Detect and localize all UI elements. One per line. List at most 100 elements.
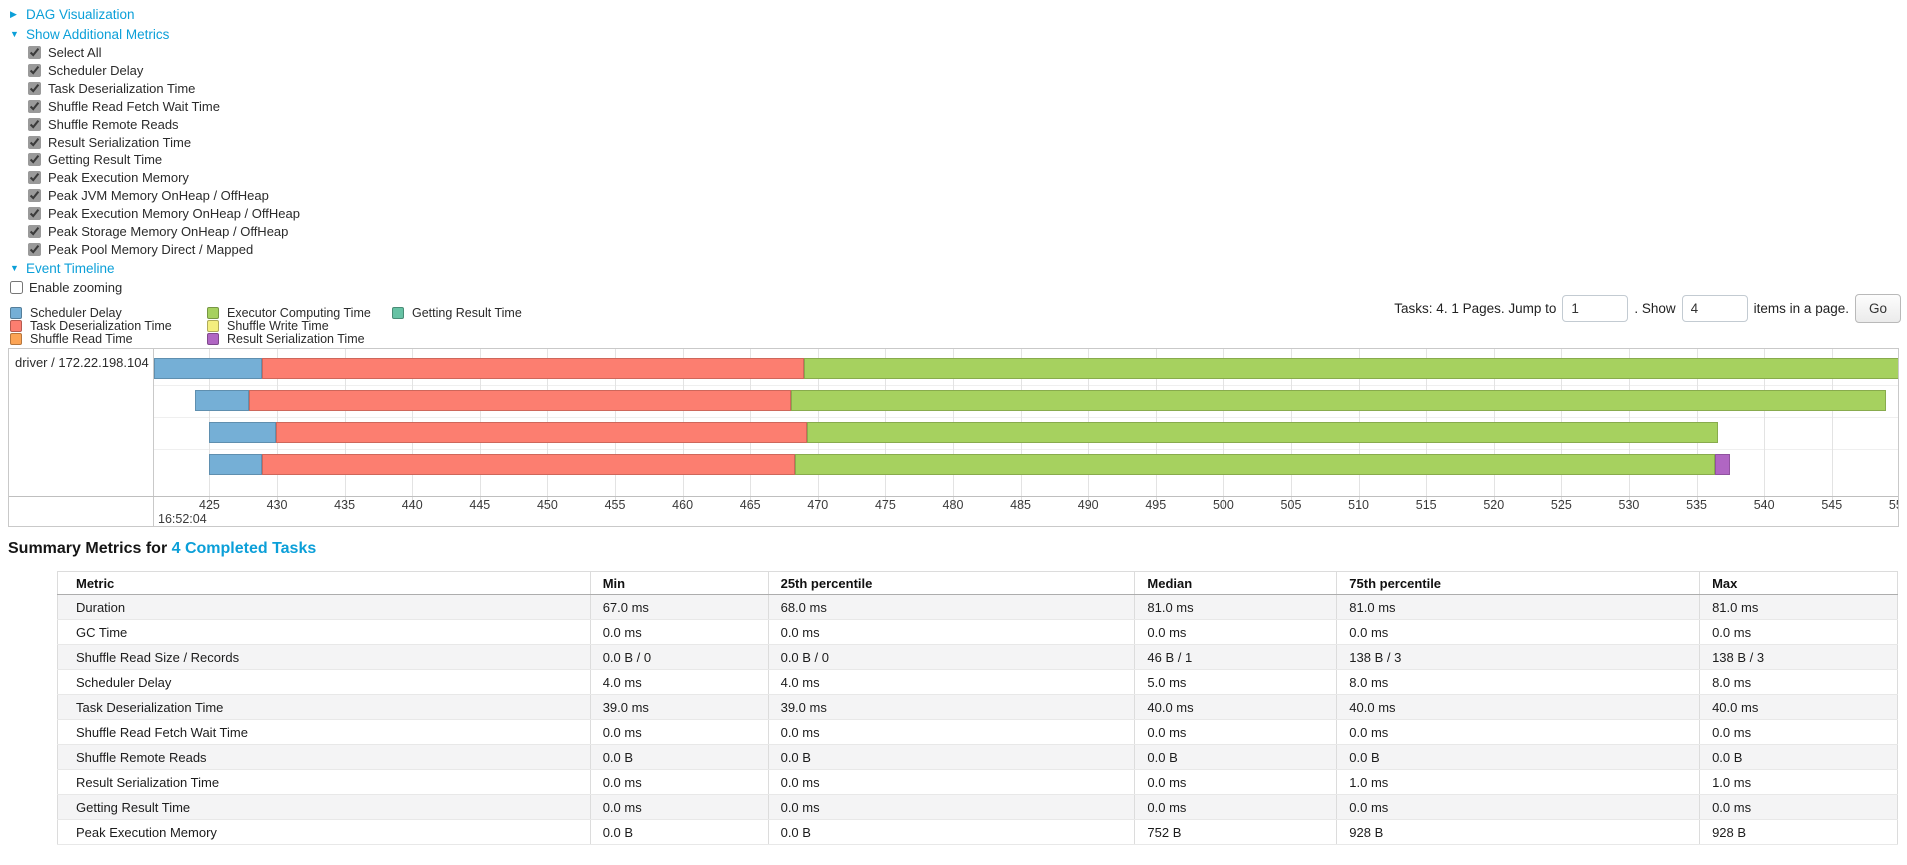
metric-value-cell: 5.0 ms [1134,669,1338,695]
metric-checkbox[interactable] [28,189,41,203]
show-additional-metrics-toggle[interactable]: ▼ Show Additional Metrics [10,24,300,44]
metric-value-cell: 0.0 B / 0 [768,644,1136,670]
task-bar-segment-scheduler-delay[interactable] [209,422,276,443]
metric-checkbox[interactable] [28,153,41,167]
legend-item: Executor Computing Time [207,306,392,320]
metric-value-cell: 0.0 ms [768,719,1136,745]
metric-option[interactable]: Peak Storage Memory OnHeap / OffHeap [28,222,300,240]
metric-value-cell: 0.0 B [1134,744,1338,770]
axis-tick-label: 445 [469,498,491,512]
label-column-divider [153,349,154,526]
metric-value-cell: 0.0 ms [590,769,769,795]
metric-checkbox[interactable] [28,207,41,221]
axis-tick-mark [1831,497,1833,509]
table-header-cell: Min [590,571,769,595]
metric-option[interactable]: Shuffle Read Fetch Wait Time [28,98,300,116]
go-button[interactable]: Go [1854,294,1901,323]
table-row: Task Deserialization Time 39.0 ms 39.0 ms 4… [57,694,1898,720]
metric-value-cell: 81.0 ms [1699,594,1898,620]
enable-zooming-option[interactable]: Enable zooming [10,278,300,297]
metric-value-cell: 0.0 B / 0 [590,644,769,670]
event-timeline-chart: driver / 172.22.198.104 425 430 435 440 445 4… [8,348,1899,527]
metric-option[interactable]: Scheduler Delay [28,62,300,80]
event-timeline-toggle[interactable]: ▼ Event Timeline [10,258,300,278]
metric-value-cell: 81.0 ms [1134,594,1338,620]
metric-value-cell: 0.0 ms [768,619,1136,645]
metric-option[interactable]: Peak JVM Memory OnHeap / OffHeap [28,187,300,205]
metric-value-cell: 67.0 ms [590,594,769,620]
table-row: Shuffle Remote Reads 0.0 B 0.0 B 0.0 B 0.0 B… [57,744,1898,770]
metric-checkbox[interactable] [28,46,41,60]
axis-tick-label: 505 [1280,498,1302,512]
task-bar-segment-executor-computing[interactable] [806,422,1719,443]
metric-option-label: Shuffle Read Fetch Wait Time [48,98,220,114]
pagination-suffix-text: items in a page. [1753,301,1849,316]
metric-value-cell: 138 B / 3 [1699,644,1898,670]
jump-to-page-input[interactable] [1562,295,1629,322]
dag-visualization-label: DAG Visualization [26,6,135,22]
task-pagination: Tasks: 4. 1 Pages. Jump to . Show items … [1394,294,1901,323]
axis-tick-mark [615,497,616,509]
metric-value-cell: 0.0 B [590,819,769,845]
metric-checkbox[interactable] [28,224,41,238]
metric-value-cell: 0.0 B [768,819,1136,845]
metric-value-cell: 0.0 ms [1134,619,1338,645]
metric-value-cell: 0.0 ms [1134,769,1338,795]
axis-tick-mark [952,497,954,509]
metric-checkbox[interactable] [28,117,41,131]
table-row: Shuffle Read Size / Records 0.0 B / 0 0.0 … [57,644,1898,670]
metric-option[interactable]: Shuffle Remote Reads [28,115,300,133]
metric-value-cell: 0.0 ms [1699,719,1898,745]
task-bar-segment-scheduler-delay[interactable] [194,390,249,411]
axis-tick-label: 500 [1212,498,1234,512]
task-bar-segment-task-deserialization[interactable] [262,358,805,379]
metric-checkbox[interactable] [28,99,41,113]
axis-tick-mark [1628,497,1630,509]
metric-option[interactable]: Result Serialization Time [28,133,300,151]
metric-name-cell: Shuffle Read Fetch Wait Time [57,719,591,745]
metric-option[interactable]: Peak Pool Memory Direct / Mapped [28,240,300,258]
items-per-page-input[interactable] [1681,295,1748,322]
metric-checkbox[interactable] [28,82,41,96]
axis-tick-mark [547,497,549,509]
metric-checkbox[interactable] [28,135,41,149]
task-bar-segment-scheduler-delay[interactable] [154,358,263,379]
task-bar-segment-result-serialization[interactable] [1715,454,1731,475]
metric-option-label: Select All [48,45,102,61]
axis-tick-label: 510 [1348,498,1369,512]
summary-metrics-table: Metric Min 25th percentile Median 75th perce… [57,571,1898,845]
metric-option[interactable]: Select All [28,44,300,62]
metric-checkbox[interactable] [28,171,41,185]
enable-zooming-label: Enable zooming [29,280,123,296]
axis-tick-mark [1358,497,1360,509]
axis-tick-mark [885,497,887,509]
task-bar-segment-executor-computing[interactable] [790,390,1886,411]
table-header-cell: Metric [57,571,591,595]
axis-tick-label: 475 [874,498,896,512]
axis-tick-mark [1696,497,1698,509]
completed-tasks-link[interactable]: 4 Completed Tasks [171,540,317,557]
axis-tick-mark [1493,497,1495,509]
metric-option[interactable]: Getting Result Time [28,151,300,169]
pagination-summary-text: Tasks: 4. 1 Pages. Jump to [1394,301,1557,316]
metric-option[interactable]: Task Deserialization Time [28,80,300,98]
task-bar-segment-executor-computing[interactable] [804,358,1898,379]
task-bar-segment-executor-computing[interactable] [794,454,1716,475]
axis-tick-label: 550 [1888,498,1898,512]
enable-zooming-checkbox[interactable] [10,281,23,295]
legend-column: Scheduler Delay Task Deserialization Time… [10,306,207,346]
metric-checkbox[interactable] [28,242,41,256]
metric-value-cell: 928 B [1699,819,1898,845]
axis-tick-label: 490 [1077,498,1099,512]
stage-page-controls: ▶ DAG Visualization ▼ Show Additional Me… [10,4,300,297]
dag-visualization-toggle[interactable]: ▶ DAG Visualization [10,4,300,24]
task-bar-segment-task-deserialization[interactable] [262,454,795,475]
task-bar-segment-task-deserialization[interactable] [275,422,807,443]
task-bar-segment-scheduler-delay[interactable] [209,454,263,475]
metric-option[interactable]: Peak Execution Memory [28,169,300,187]
task-bar-segment-task-deserialization[interactable] [248,390,791,411]
timeline-plot-area[interactable] [154,349,1898,496]
metric-option[interactable]: Peak Execution Memory OnHeap / OffHeap [28,205,300,223]
row-gridline [154,449,1898,450]
metric-checkbox[interactable] [28,64,41,78]
